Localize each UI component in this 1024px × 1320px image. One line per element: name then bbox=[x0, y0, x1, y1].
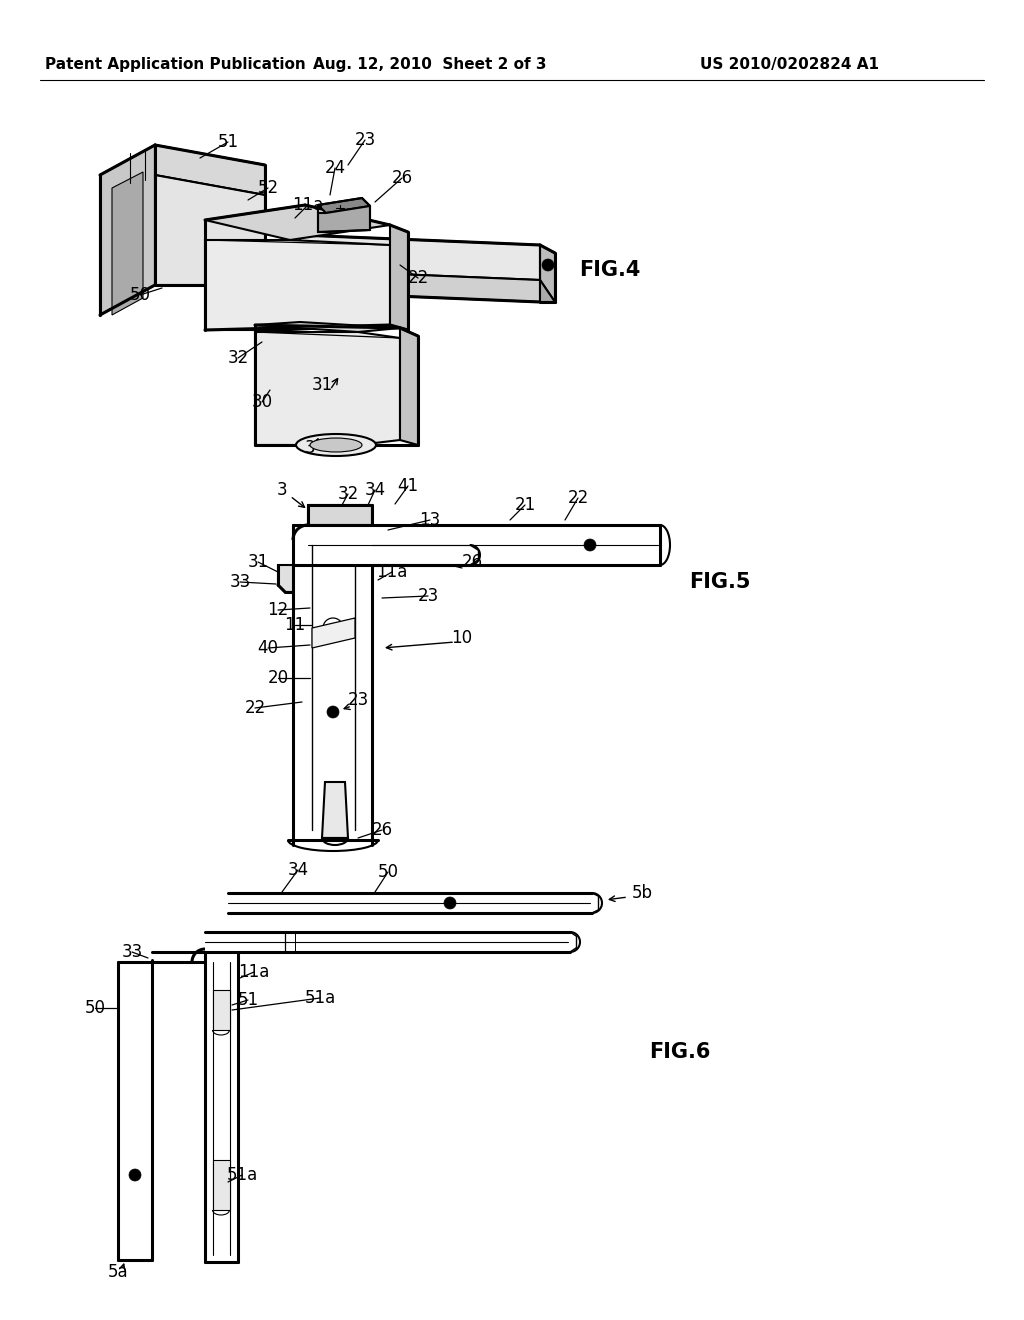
Text: 51a: 51a bbox=[226, 1166, 258, 1184]
Polygon shape bbox=[205, 240, 390, 330]
Text: 22: 22 bbox=[245, 700, 265, 717]
Text: 11a: 11a bbox=[239, 964, 269, 981]
Text: 34: 34 bbox=[365, 480, 386, 499]
Text: 50: 50 bbox=[85, 999, 105, 1016]
Polygon shape bbox=[213, 1160, 230, 1210]
Text: FIG.6: FIG.6 bbox=[649, 1041, 711, 1063]
Text: FIG.4: FIG.4 bbox=[580, 260, 641, 280]
Polygon shape bbox=[318, 206, 370, 232]
Polygon shape bbox=[400, 327, 418, 445]
Text: 11: 11 bbox=[285, 616, 305, 634]
Text: 3: 3 bbox=[276, 480, 288, 499]
Text: 31: 31 bbox=[248, 553, 268, 572]
Text: 20: 20 bbox=[267, 669, 289, 686]
Polygon shape bbox=[205, 205, 390, 240]
Ellipse shape bbox=[296, 434, 376, 455]
Text: Patent Application Publication: Patent Application Publication bbox=[45, 58, 305, 73]
Polygon shape bbox=[100, 145, 155, 315]
Text: 34: 34 bbox=[288, 861, 308, 879]
Polygon shape bbox=[308, 506, 372, 525]
Polygon shape bbox=[155, 145, 265, 195]
Circle shape bbox=[129, 1170, 141, 1181]
Polygon shape bbox=[390, 224, 408, 330]
Text: 22: 22 bbox=[567, 488, 589, 507]
Text: 23: 23 bbox=[418, 587, 438, 605]
Text: 11a: 11a bbox=[292, 195, 324, 214]
Polygon shape bbox=[322, 781, 348, 838]
Polygon shape bbox=[255, 333, 400, 445]
Text: 26: 26 bbox=[372, 821, 392, 840]
Text: 26: 26 bbox=[462, 553, 482, 572]
Text: 51a: 51a bbox=[304, 989, 336, 1007]
Text: US 2010/0202824 A1: US 2010/0202824 A1 bbox=[700, 58, 880, 73]
Text: 23: 23 bbox=[354, 131, 376, 149]
Text: 26: 26 bbox=[391, 169, 413, 187]
Polygon shape bbox=[540, 280, 555, 302]
Text: 51: 51 bbox=[217, 133, 239, 150]
Text: 21: 21 bbox=[514, 496, 536, 513]
Text: Aug. 12, 2010  Sheet 2 of 3: Aug. 12, 2010 Sheet 2 of 3 bbox=[313, 58, 547, 73]
Polygon shape bbox=[300, 271, 540, 302]
Text: 50: 50 bbox=[378, 863, 398, 880]
Polygon shape bbox=[213, 990, 230, 1030]
Polygon shape bbox=[278, 565, 293, 591]
Circle shape bbox=[584, 539, 596, 550]
Text: 23: 23 bbox=[347, 690, 369, 709]
Text: 13: 13 bbox=[420, 511, 440, 529]
Polygon shape bbox=[155, 176, 265, 285]
Text: 41: 41 bbox=[397, 477, 419, 495]
Text: 51: 51 bbox=[238, 991, 259, 1008]
Text: 30: 30 bbox=[252, 393, 272, 411]
Polygon shape bbox=[318, 198, 370, 213]
Circle shape bbox=[542, 259, 554, 271]
Polygon shape bbox=[255, 322, 400, 333]
Text: 22: 22 bbox=[408, 269, 429, 286]
Text: 5a: 5a bbox=[108, 1263, 128, 1280]
Polygon shape bbox=[540, 246, 555, 302]
Text: 12: 12 bbox=[267, 601, 289, 619]
Text: 10: 10 bbox=[452, 630, 472, 647]
Text: 33: 33 bbox=[229, 573, 251, 591]
Circle shape bbox=[327, 706, 339, 718]
Text: 31: 31 bbox=[311, 376, 333, 393]
Text: 32: 32 bbox=[227, 348, 249, 367]
Text: 5b: 5b bbox=[632, 884, 653, 902]
Text: 11a: 11a bbox=[376, 564, 408, 581]
Polygon shape bbox=[312, 618, 355, 648]
Text: 24: 24 bbox=[325, 158, 345, 177]
Text: 33: 33 bbox=[122, 942, 142, 961]
Ellipse shape bbox=[310, 438, 362, 451]
Text: 40: 40 bbox=[257, 639, 279, 657]
Circle shape bbox=[444, 898, 456, 909]
Polygon shape bbox=[112, 172, 143, 315]
Text: 32: 32 bbox=[337, 484, 358, 503]
Text: 50: 50 bbox=[129, 286, 151, 304]
Polygon shape bbox=[300, 235, 540, 280]
Text: 52: 52 bbox=[257, 180, 279, 197]
Text: 3: 3 bbox=[305, 440, 315, 457]
Text: FIG.5: FIG.5 bbox=[689, 572, 751, 591]
